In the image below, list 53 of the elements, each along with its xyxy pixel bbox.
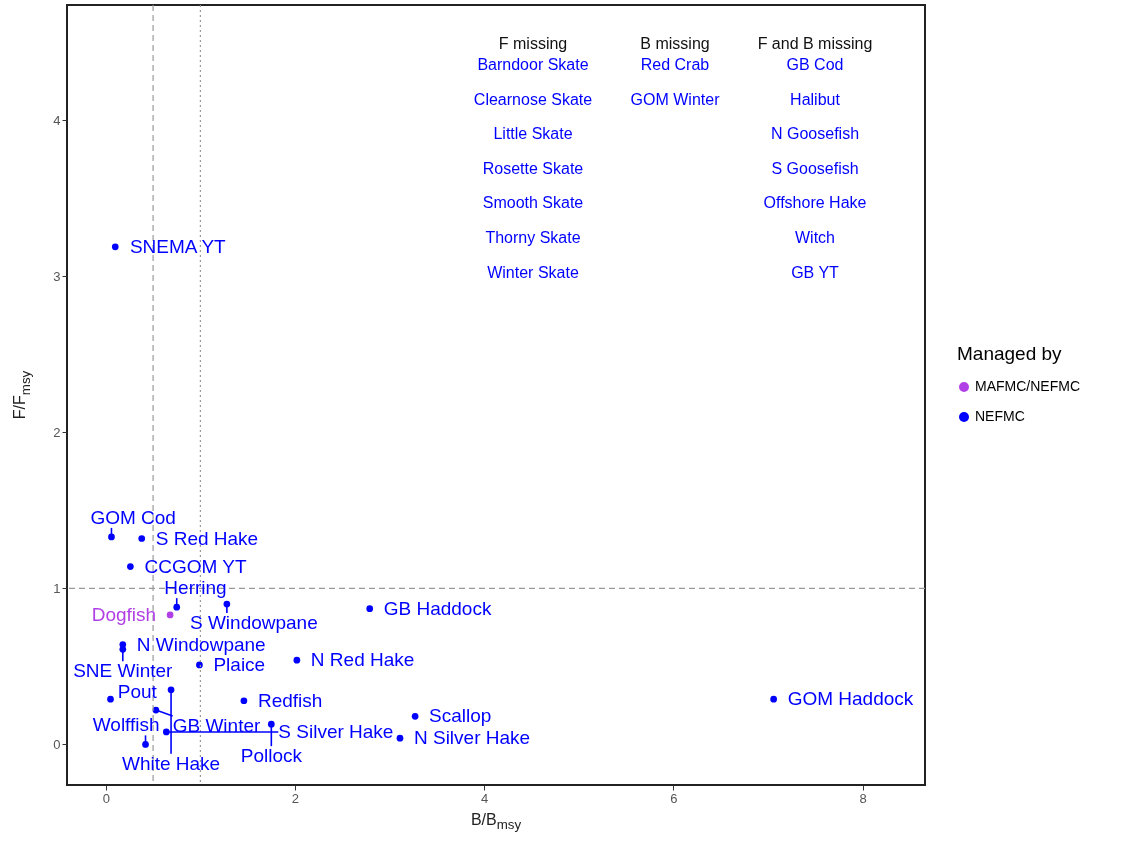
legend-label: MAFMC/NEFMC [975, 378, 1080, 394]
data-label: N Silver Hake [413, 727, 531, 749]
point [240, 697, 248, 705]
data-label: GB Haddock [383, 597, 492, 619]
x-tick-label: 4 [481, 790, 489, 806]
legend-label: NEFMC [975, 408, 1025, 424]
data-label: S Windowpane [189, 612, 318, 634]
point [166, 611, 174, 619]
data-label: Scallop [429, 705, 492, 727]
x-tick-label: 0 [102, 790, 110, 806]
point [108, 533, 115, 541]
point [138, 535, 146, 542]
data-label: Redfish [257, 689, 323, 711]
x-tick-label: 8 [859, 790, 867, 806]
x-tick-label: 2 [291, 790, 300, 806]
data-label: GOM Cod [90, 506, 176, 528]
annotation: F and B missing GB Cod Halibut N Goosefish S Goosefish Offshore Hake Witch GB YT [757, 35, 873, 281]
data-label: Herring [164, 577, 227, 599]
data-label: S Silver Hake [278, 720, 394, 742]
point [111, 243, 119, 251]
point [366, 605, 374, 613]
point [770, 695, 777, 703]
x-axis-title: B/B$_{msy}$ [470, 811, 522, 833]
data-label: SNEMA YT [129, 235, 227, 257]
point [196, 661, 203, 669]
annotation: B missing Red Crab GOM Winter [630, 35, 721, 108]
data-label: Pollock [240, 745, 303, 767]
data-label: White Hake [121, 752, 221, 774]
point [396, 734, 404, 742]
y-tick-label: 3 [53, 268, 61, 284]
legend-title: Managed by [957, 343, 1063, 364]
data-label: Wolffish [92, 714, 160, 736]
data-label: Dogfish [91, 603, 157, 625]
point [127, 563, 134, 570]
data-label: GOM Haddock [787, 688, 914, 710]
data-label: Pout [117, 681, 158, 703]
point [107, 695, 114, 703]
data-label: S Red Hake [155, 527, 259, 549]
point [411, 713, 419, 720]
annotation: F missing Barndoor Skate Clearnose Skate Little Skate Rosette Skate Smooth Skate Thorny Skate Winter Skate [473, 35, 593, 281]
y-tick-label: 4 [53, 112, 61, 128]
x-tick-label: 6 [670, 790, 678, 806]
data-label: CCGOM YT [144, 555, 247, 577]
data-label: SNE Winter [73, 660, 174, 682]
point [293, 656, 301, 664]
y-tick-label: 2 [53, 424, 61, 440]
data-label: N Red Hake [310, 649, 415, 671]
data-label: N Windowpane [136, 633, 266, 655]
y-tick-label: 0 [53, 736, 61, 752]
point [142, 741, 149, 748]
data-label: GB Winter [172, 715, 261, 737]
y-tick-label: 1 [53, 580, 61, 596]
point [267, 720, 275, 728]
